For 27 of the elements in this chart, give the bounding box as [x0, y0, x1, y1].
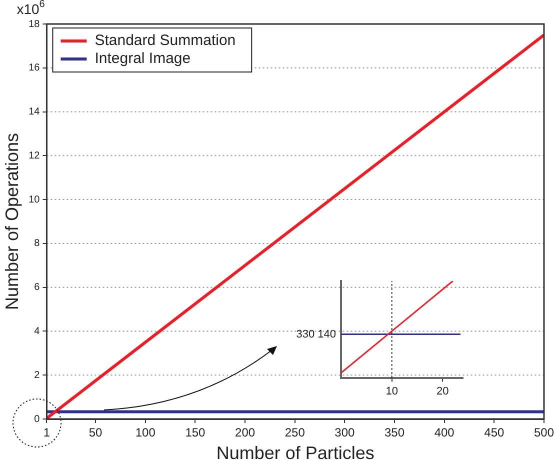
y-tick-label: 12: [28, 150, 40, 162]
x-tick-label: 250: [284, 426, 306, 440]
x-tick-label: 20: [436, 385, 449, 398]
y-tick-label: 8: [34, 238, 40, 250]
x-tick-label: 200: [235, 426, 256, 440]
x-tick-label: 500: [534, 426, 554, 440]
x-tick-label: 300: [334, 426, 356, 440]
legend-label: Standard Summation: [94, 32, 236, 50]
y-tick-label: 14: [28, 106, 40, 118]
x-tick-label: 350: [384, 426, 405, 440]
y-tick-label: 16: [28, 62, 40, 74]
y-tick-label: 2: [34, 370, 40, 381]
x-tick-label: 100: [135, 426, 156, 440]
x-tick-label: 1: [43, 426, 50, 440]
legend-label: Integral Image: [94, 50, 191, 68]
y-axis-title: Number of Operations: [2, 132, 22, 310]
y-tick-label: 6: [34, 282, 40, 294]
x-axis-title: Number of Particles: [216, 443, 374, 464]
x-tick-label: 400: [434, 426, 455, 440]
y-tick-label: 10: [28, 194, 40, 206]
y-tick-label: 0: [34, 414, 40, 425]
x-tick-label: 450: [484, 426, 504, 440]
x-tick-label: 150: [185, 426, 206, 440]
y-tick-label: 4: [34, 326, 40, 337]
annotation: 330 140: [296, 328, 336, 340]
y-tick-label: 18: [28, 18, 40, 30]
x-tick-label: 50: [88, 426, 103, 440]
